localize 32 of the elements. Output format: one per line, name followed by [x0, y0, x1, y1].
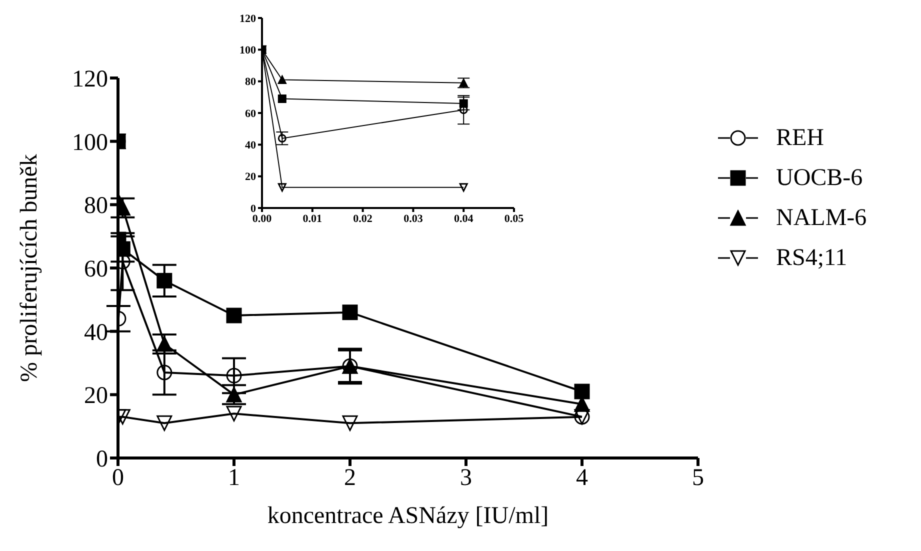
y-tick-label: 120 — [240, 12, 256, 25]
x-tick-label: 2 — [344, 465, 356, 492]
y-tick-label: 0 — [250, 202, 256, 215]
x-axis-title: koncentrace ASNázy [IU/ml] — [267, 503, 549, 529]
y-tick-label: 40 — [245, 140, 256, 152]
legend-label: UOCB-6 — [776, 164, 863, 192]
y-tick-label: 80 — [245, 76, 256, 88]
y-tick-label: 20 — [245, 171, 256, 184]
x-tick-label: 0.01 — [302, 212, 322, 225]
y-tick-label: 100 — [240, 44, 256, 57]
y-tick-label: 0 — [96, 446, 108, 473]
y-tick-label: 80 — [84, 193, 108, 220]
x-tick-label: 3 — [460, 465, 472, 492]
y-axis-title: % proliferujících buněk — [16, 154, 43, 382]
y-tick-label: 120 — [72, 66, 108, 93]
x-tick-label: 5 — [692, 465, 704, 492]
x-tick-label: 0.02 — [353, 212, 373, 225]
legend-label: RS4;11 — [776, 244, 848, 272]
x-tick-label: 0.00 — [252, 212, 272, 225]
x-tick-label: 0.04 — [454, 212, 474, 225]
x-tick-label: 0 — [112, 465, 124, 492]
x-tick-label: 0.03 — [404, 212, 424, 225]
y-tick-label: 100 — [72, 130, 108, 156]
x-tick-label: 4 — [576, 465, 588, 492]
y-tick-label: 60 — [245, 108, 256, 120]
x-tick-label: 1 — [228, 465, 240, 492]
y-tick-label: 20 — [84, 383, 108, 410]
y-tick-label: 60 — [84, 256, 108, 283]
x-tick-label: 0.05 — [504, 212, 524, 225]
legend-label: REH — [776, 124, 824, 152]
legend-label: NALM-6 — [776, 204, 867, 232]
y-tick-label: 40 — [84, 320, 108, 346]
